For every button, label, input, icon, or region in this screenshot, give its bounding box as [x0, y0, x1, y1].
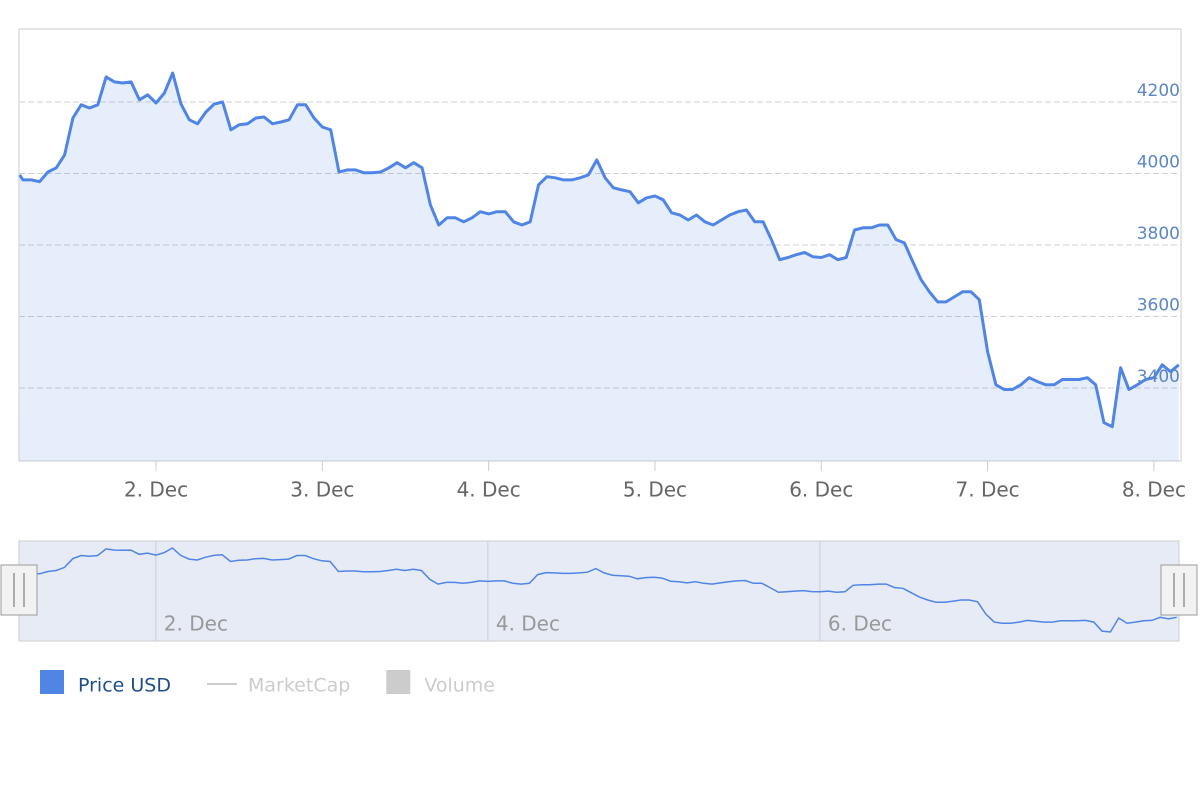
x-tick-label: 5. Dec — [623, 478, 687, 502]
y-tick-label: 3400 — [1137, 367, 1180, 387]
navigator-handles[interactable] — [0, 564, 1198, 616]
legend-symbol — [386, 670, 411, 694]
y-tick-label: 3800 — [1137, 224, 1180, 244]
handle-right[interactable] — [1160, 564, 1198, 616]
legend-item[interactable]: Volume — [386, 670, 495, 697]
navigator-tick-label: 4. Dec — [496, 612, 560, 636]
legend-label: MarketCap — [248, 675, 350, 697]
navigator-tick-label: 2. Dec — [164, 612, 228, 636]
main-plot: 3400 3600 3800 4000 4200 2. Dec 3. Dec 4. Dec 5.… — [18, 71, 1186, 502]
legend-symbol — [40, 670, 64, 694]
x-tick-label: 4. Dec — [457, 478, 521, 502]
y-tick-label: 3600 — [1137, 296, 1180, 316]
legend-item[interactable]: MarketCap — [207, 675, 350, 697]
navigator-tick-label: 6. Dec — [828, 612, 892, 636]
legend-label: Price USD — [78, 675, 171, 697]
y-tick-label: 4000 — [1137, 152, 1180, 172]
navigator-line — [19, 547, 1177, 633]
navigator: 2. Dec 4. Dec 6. Dec — [19, 541, 1177, 641]
x-tick-label: 2. Dec — [124, 478, 188, 502]
handle-left[interactable] — [0, 564, 38, 616]
legend: Price USD MarketCap Volume — [40, 670, 495, 697]
x-tick-label: 8. Dec — [1122, 478, 1186, 502]
legend-item[interactable]: Price USD — [40, 670, 171, 697]
x-tick-label: 7. Dec — [956, 478, 1020, 502]
navigator-background — [18, 540, 1180, 642]
legend-label: Volume — [424, 675, 495, 697]
x-tick-label: 3. Dec — [290, 478, 354, 502]
y-tick-label: 4200 — [1137, 81, 1180, 101]
area-fill — [19, 73, 1179, 461]
x-tick-label: 6. Dec — [789, 478, 853, 502]
price-line — [18, 71, 1180, 429]
